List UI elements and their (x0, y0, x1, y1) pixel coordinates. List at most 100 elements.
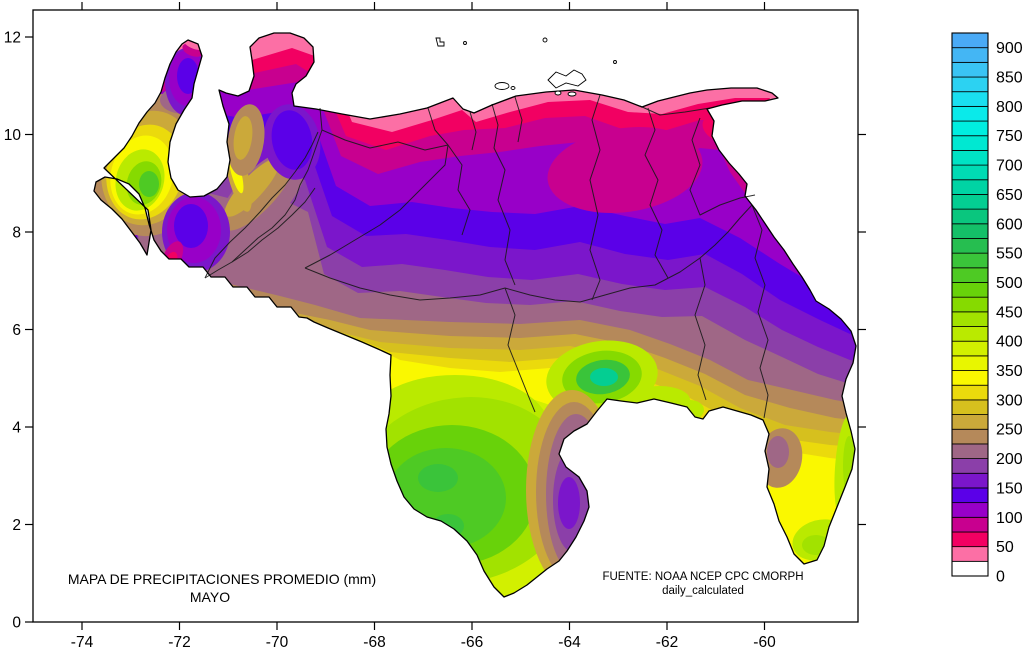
state-boundary-line (644, 107, 669, 279)
colorbar-segment (951, 150, 989, 166)
colorbar-tick-label: 650 (996, 187, 1023, 204)
y-axis-tick-label: 4 (12, 420, 21, 437)
contour-blob (418, 464, 458, 492)
colorbar-tick-label: 0 (996, 569, 1005, 586)
state-boundary-line (639, 105, 711, 116)
y-axis-tick-label: 10 (4, 127, 22, 144)
islet (510, 86, 516, 90)
state-boundary-line (751, 204, 769, 419)
colorbar-tick-label: 550 (996, 246, 1023, 263)
colorbar-segment (951, 355, 989, 371)
colorbar-segment (951, 76, 989, 93)
orchila-island (463, 41, 467, 45)
colorbar-border (951, 32, 989, 577)
colorbar-segment (951, 502, 989, 518)
state-boundary-line (204, 131, 319, 279)
colorbar-segment (951, 531, 989, 548)
colorbar-segment (951, 223, 989, 239)
colorbar-segment (951, 194, 989, 210)
colorbar-tick-label: 450 (996, 304, 1023, 321)
colorbar-segment (951, 120, 989, 137)
colorbar-tick-label: 200 (996, 451, 1023, 468)
state-boundaries (204, 94, 769, 419)
map-title: MAPA DE PRECIPITACIONES PROMEDIO (mm) (68, 571, 376, 587)
state-boundary-line (491, 103, 516, 286)
colorbar-tick-label: 600 (996, 216, 1023, 233)
source-attribution: FUENTE: NOAA NCEP CPC CMORPH (602, 571, 803, 583)
colorbar-legend: 0 50 100 150 200 250 300 350 400 450 500 550 600 650 7… (951, 32, 1023, 586)
state-boundary-line (447, 144, 471, 236)
colorbar-segment (951, 311, 989, 327)
x-axis-tick-label: -64 (558, 634, 581, 651)
state-boundary-line (399, 107, 449, 211)
colorbar-tick-label: 400 (996, 334, 1023, 351)
margarita-island (547, 69, 587, 89)
y-axis-tick-label: 8 (12, 225, 21, 242)
islet (613, 60, 617, 64)
state-boundary-line (689, 117, 756, 216)
colorbar-segment (951, 560, 989, 577)
state-boundary-line (589, 94, 601, 301)
y-axis-tick-label: 12 (4, 30, 21, 47)
axis-tick-labels: -74 -72 -70 -68 -66 -64 -62 -60 0 2 4 6 8 10 12 (4, 30, 776, 652)
precipitation-contours (94, 33, 856, 597)
blanquilla-island (542, 37, 548, 43)
colorbar-tick-label: 700 (996, 158, 1023, 175)
colorbar-segment (951, 267, 989, 283)
colorbar-segment (951, 414, 989, 430)
colorbar-segment (951, 340, 989, 357)
x-axis-tick-label: -72 (168, 634, 190, 651)
state-boundary-line (321, 129, 449, 151)
los-roques-islands (435, 37, 445, 47)
colorbar-tick-label: 500 (996, 275, 1023, 292)
x-axis-tick-label: -60 (753, 634, 776, 651)
colorbar-segment (951, 384, 989, 401)
colorbar-segment (951, 32, 989, 49)
colorbar-segment (951, 47, 989, 63)
cubagua-island (554, 90, 562, 96)
source-dataset: daily_calculated (662, 585, 744, 597)
contour-blob (139, 171, 159, 197)
colorbar-segment (951, 428, 989, 445)
state-boundary-line (469, 111, 477, 151)
contour-blob (767, 436, 789, 468)
y-axis-tick-label: 6 (12, 322, 21, 339)
map-subtitle-month: MAYO (190, 589, 230, 605)
colorbar-tick-label: 750 (996, 128, 1023, 145)
colorbar-tick-label: 850 (996, 70, 1023, 87)
colorbar-tick-label: 300 (996, 392, 1023, 409)
colorbar-segment (951, 516, 989, 533)
colorbar-segment (951, 164, 989, 181)
contour-blob (590, 368, 618, 386)
y-axis-tick-label: 0 (12, 615, 21, 632)
colorbar-segment (951, 61, 989, 78)
colorbar-segment (951, 296, 989, 313)
colorbar-segment (951, 238, 989, 254)
contour-blob (174, 204, 208, 248)
colorbar-segment (951, 326, 989, 342)
islands (435, 37, 617, 97)
colorbar-segment (951, 282, 989, 298)
state-boundary-line (514, 96, 523, 143)
colorbar-segment (951, 458, 989, 474)
colorbar-segment (951, 443, 989, 459)
tortuga-island (494, 82, 510, 90)
colorbar-segment (951, 399, 989, 415)
contour-blob (558, 477, 580, 529)
x-axis-tick-label: -70 (266, 634, 289, 651)
x-axis-tick-label: -68 (363, 634, 385, 651)
state-boundary-line (694, 257, 707, 401)
x-axis-tick-label: -62 (656, 634, 678, 651)
colorbar-segment (951, 472, 989, 489)
state-boundary-line (304, 267, 506, 301)
colorbar-segment (951, 179, 989, 195)
colorbar-tick-label: 250 (996, 422, 1023, 439)
state-boundary-line (304, 209, 401, 269)
colorbar-segment (951, 91, 989, 107)
state-boundary-line (231, 187, 316, 263)
contour-blob (271, 110, 313, 170)
coche-island (567, 91, 577, 97)
colorbar-segment (951, 208, 989, 225)
x-axis-tick-label: -74 (71, 634, 94, 651)
